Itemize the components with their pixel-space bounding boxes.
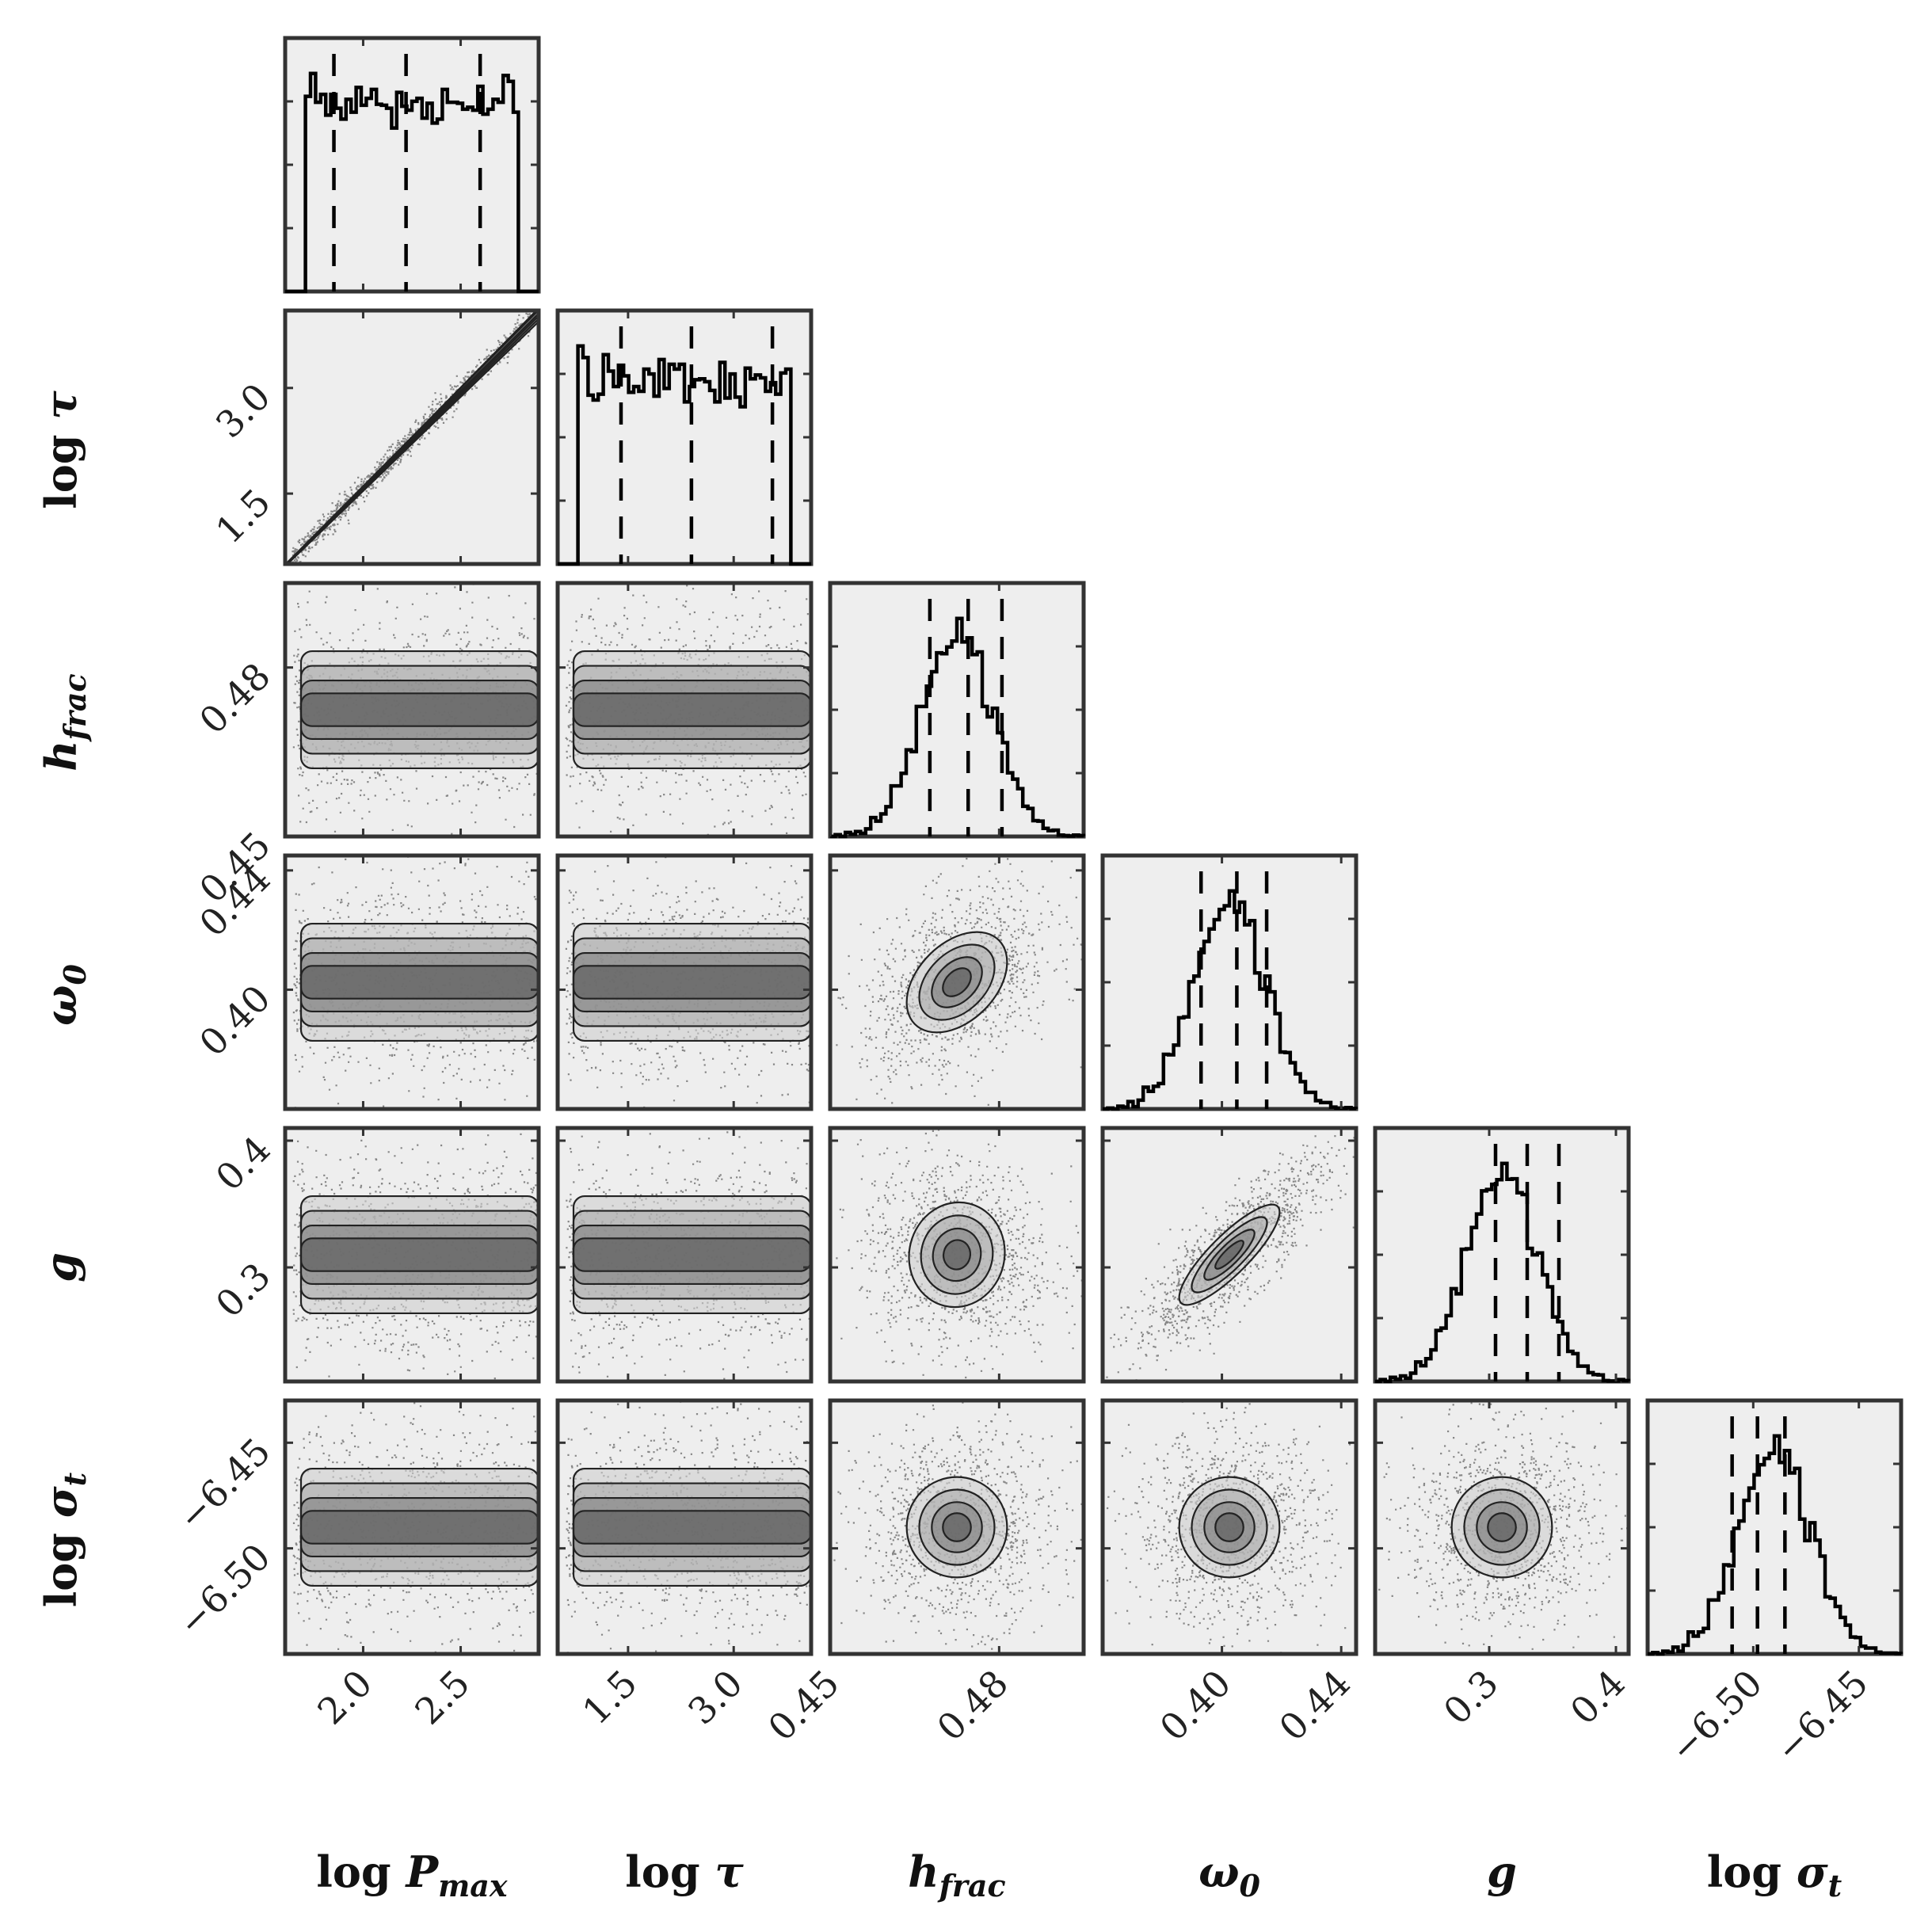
axis-label-log_sigma_t-y: log σt: [36, 1472, 93, 1607]
axis-label-h_frac-y: hfrac: [36, 673, 93, 771]
scatter-panel-log_pmax-vs-log_sigma_t: [283, 1398, 541, 1656]
histogram-step: [1375, 1161, 1631, 1384]
density-contour: [285, 311, 539, 564]
scatter-panel-h_frac-vs-omega_0: [828, 853, 1086, 1111]
scatter-panel-log_pmax-vs-omega_0: [283, 853, 541, 1111]
axis-label-omega_0-y: ω0: [36, 964, 93, 1026]
density-contour: [942, 1239, 972, 1271]
scatter-panel-h_frac-vs-log_sigma_t: [828, 1398, 1086, 1656]
x-tick-label-h_frac-1: 0.48: [929, 1662, 1017, 1750]
y-tick-label-log_tau-1: 3.0: [208, 375, 279, 446]
panel-frame: [283, 1126, 541, 1384]
density-contour: [942, 967, 972, 997]
panel-frame: [283, 36, 541, 294]
y-tick-label-omega_0-0: 0.40: [191, 977, 279, 1065]
density-contour: [299, 1237, 539, 1272]
density-contour: [572, 1510, 811, 1545]
density-contour: [572, 692, 811, 727]
x-tick-label-g-0: 0.3: [1435, 1662, 1507, 1733]
y-tick-label-log_tau-0: 1.5: [208, 481, 279, 552]
histogram-step: [1103, 889, 1358, 1111]
panel-frame: [555, 581, 814, 839]
axis-label-log_pmax-x: log Pmax: [316, 1846, 509, 1903]
histogram-step: [1648, 1434, 1903, 1656]
axis-label-g-y: g: [36, 1252, 86, 1282]
histogram-step: [558, 344, 811, 566]
density-contour: [1214, 1240, 1244, 1270]
scatter-panel-log_tau-vs-h_frac: [555, 581, 814, 839]
y-tick-label-log_sigma_t-0: −6.50: [170, 1535, 279, 1644]
x-tick-label-log_tau-1: 3.0: [680, 1662, 751, 1733]
axis-label-g-x: g: [1487, 1846, 1517, 1897]
y-tick-label-g-0: 0.3: [208, 1255, 279, 1326]
panel-frame: [555, 853, 814, 1111]
panel-frame: [283, 581, 541, 839]
panel-frame: [555, 1398, 814, 1656]
scatter-panel-log_tau-vs-log_sigma_t: [555, 1398, 814, 1656]
histogram-panel-g: [1373, 1126, 1631, 1384]
density-contour: [299, 965, 539, 1000]
panel-frame: [828, 1126, 1086, 1384]
axis-label-log_sigma_t-x: log σt: [1707, 1846, 1842, 1903]
histogram-step: [830, 616, 1086, 839]
panel-frame: [1100, 1126, 1358, 1384]
scatter-panel-g-vs-log_sigma_t: [1373, 1398, 1631, 1656]
scatter-panel-log_tau-vs-omega_0: [555, 853, 814, 1111]
panel-frame: [828, 853, 1086, 1111]
histogram-panel-omega_0: [1100, 853, 1358, 1111]
x-tick-label-log_tau-0: 1.5: [574, 1662, 646, 1733]
histogram-panel-log_pmax: [283, 36, 541, 294]
x-tick-label-omega_0-1: 0.44: [1271, 1662, 1358, 1750]
axis-label-log_tau-x: log τ: [625, 1846, 744, 1897]
x-tick-label-log_pmax-1: 2.5: [406, 1662, 478, 1733]
y-tick-label-g-1: 0.4: [208, 1128, 279, 1199]
scatter-points: [292, 1128, 539, 1380]
panel-frame: [828, 1398, 1086, 1656]
x-tick-label-log_sigma_t-1: −6.45: [1767, 1662, 1877, 1771]
panel-frame: [555, 1126, 814, 1384]
density-contour: [942, 1512, 972, 1542]
x-tick-label-omega_0-0: 0.40: [1152, 1662, 1240, 1750]
scatter-panel-log_pmax-vs-log_tau: [283, 308, 541, 566]
histogram-panel-log_sigma_t: [1645, 1398, 1903, 1656]
axis-label-log_tau-y: log τ: [36, 391, 86, 509]
x-tick-label-log_sigma_t-0: −6.50: [1661, 1662, 1770, 1771]
axis-label-h_frac-x: hfrac: [908, 1846, 1005, 1903]
histogram-panel-log_tau: [555, 308, 814, 566]
y-tick-label-h_frac-1: 0.48: [191, 654, 279, 742]
density-contour: [572, 965, 811, 1000]
density-contour: [299, 692, 539, 727]
density-contour: [1214, 1512, 1244, 1542]
panel-frame: [1100, 1398, 1358, 1656]
scatter-panel-log_pmax-vs-g: [283, 1126, 541, 1384]
panel-frame: [283, 1398, 541, 1656]
x-tick-label-h_frac-0: 0.45: [760, 1662, 848, 1750]
scatter-panel-h_frac-vs-g: [828, 1126, 1086, 1384]
density-contour: [299, 1510, 539, 1545]
histogram-panel-h_frac: [828, 581, 1086, 839]
x-tick-label-log_pmax-0: 2.0: [309, 1662, 380, 1733]
axis-label-omega_0-x: ω0: [1198, 1846, 1260, 1903]
panel-frame: [1373, 1398, 1631, 1656]
scatter-panel-omega_0-vs-log_sigma_t: [1100, 1398, 1358, 1656]
y-tick-label-log_sigma_t-1: −6.45: [170, 1430, 279, 1539]
density-contour: [572, 1237, 811, 1272]
panel-frame: [283, 853, 541, 1111]
scatter-panel-log_pmax-vs-h_frac: [283, 581, 541, 839]
x-tick-label-g-1: 0.4: [1562, 1662, 1633, 1733]
panel-frame: [283, 308, 541, 566]
scatter-panel-omega_0-vs-g: [1100, 1126, 1358, 1384]
scatter-panel-log_tau-vs-g: [555, 1126, 814, 1384]
density-contour: [1487, 1512, 1517, 1542]
